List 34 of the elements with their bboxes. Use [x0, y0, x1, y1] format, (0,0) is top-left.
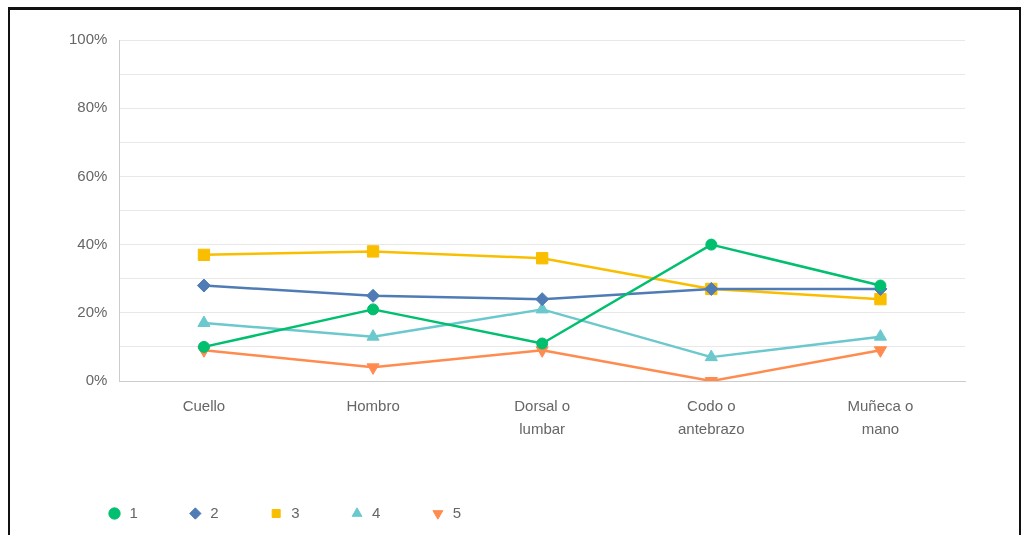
point [196, 278, 211, 293]
y-tick-label: 100% [68, 30, 108, 48]
legend-label: 4 [372, 503, 381, 521]
point [367, 303, 380, 316]
x-tick-label: Muñeca o mano [847, 396, 914, 438]
point [197, 340, 210, 353]
point [366, 288, 381, 303]
point [366, 245, 380, 258]
legend-label: 1 [129, 503, 138, 521]
legend-label: 5 [452, 503, 462, 521]
point [874, 293, 887, 306]
x-tick-label: Cuello [182, 396, 226, 414]
point [705, 238, 718, 251]
point [197, 248, 211, 261]
legend-label: 3 [291, 503, 300, 521]
point [704, 349, 718, 362]
point [535, 292, 550, 307]
x-tick-label: Dorsal o lumbar [514, 396, 571, 438]
point [366, 363, 380, 375]
point [873, 329, 887, 341]
point [536, 252, 549, 265]
y-tick-label: 80% [77, 98, 108, 116]
y-tick-label: 20% [77, 302, 108, 320]
y-tick-label: 60% [77, 166, 108, 184]
point [366, 329, 380, 341]
y-tick-label: 40% [77, 234, 108, 252]
legend-label: 2 [210, 503, 219, 521]
y-tick-label: 0% [85, 371, 108, 389]
point [197, 315, 211, 328]
point [873, 346, 887, 358]
x-tick-label: Hombro [346, 396, 400, 414]
x-tick-label: Codo o antebrazo [677, 396, 745, 438]
point [874, 279, 887, 292]
point [536, 337, 549, 350]
